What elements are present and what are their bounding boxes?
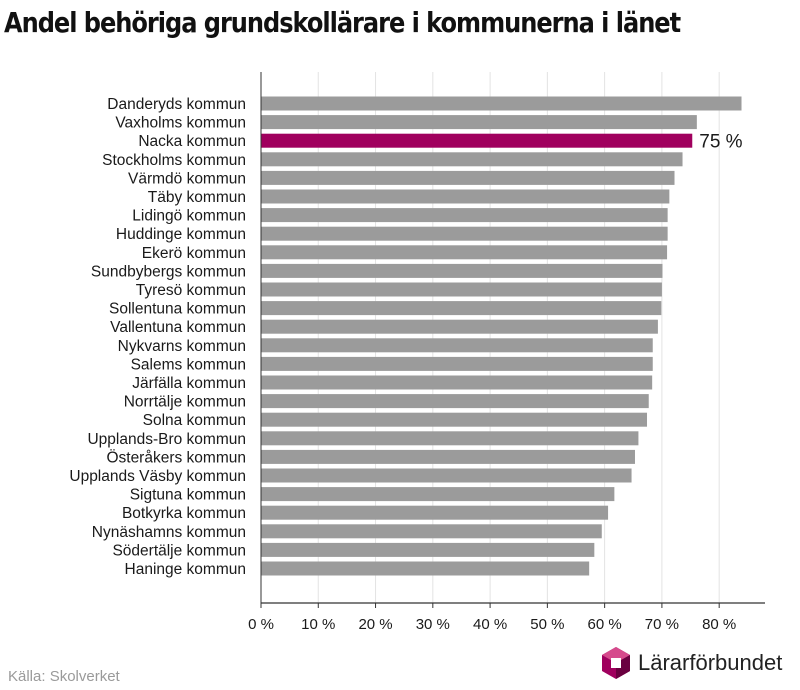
bar xyxy=(261,282,662,297)
category-label: Österåkers kommun xyxy=(106,448,246,466)
category-label: Lidingö kommun xyxy=(132,208,246,225)
bar xyxy=(261,96,742,111)
bar xyxy=(261,338,653,353)
category-label: Nykvarns kommun xyxy=(118,338,246,355)
source-note: Källa: Skolverket xyxy=(8,668,120,685)
bar xyxy=(261,189,670,204)
bar xyxy=(261,115,697,130)
bar xyxy=(261,319,658,334)
bar xyxy=(261,542,595,557)
category-label: Upplands Väsby kommun xyxy=(69,468,246,485)
category-label: Vaxholms kommun xyxy=(115,115,246,132)
category-label: Danderyds kommun xyxy=(107,96,246,113)
category-label: Sollentuna kommun xyxy=(109,301,246,318)
bar xyxy=(261,431,639,446)
bar xyxy=(261,356,653,371)
x-tick-label: 60 % xyxy=(588,616,622,633)
category-label: Södertälje kommun xyxy=(112,542,246,559)
bar xyxy=(261,394,649,409)
x-tick-label: 10 % xyxy=(301,616,335,633)
category-label: Tyresö kommun xyxy=(136,282,246,299)
category-label: Botkyrka kommun xyxy=(122,505,246,522)
category-label: Norrtälje kommun xyxy=(124,394,246,411)
x-tick-label: 40 % xyxy=(473,616,507,633)
bar xyxy=(261,263,663,278)
bar xyxy=(261,375,653,390)
category-label: Sundbybergs kommun xyxy=(91,263,246,280)
category-label: Salems kommun xyxy=(131,356,246,373)
x-tick-label: 70 % xyxy=(645,616,679,633)
category-label: Nacka kommun xyxy=(138,133,246,150)
bar xyxy=(261,152,683,167)
category-label: Täby kommun xyxy=(148,189,246,206)
bar xyxy=(261,561,590,576)
bar xyxy=(261,170,675,185)
category-label: Nynäshamns kommun xyxy=(92,524,246,541)
bar xyxy=(261,412,648,427)
category-label: Haninge kommun xyxy=(125,561,246,578)
bar xyxy=(261,449,635,464)
grid-layer xyxy=(317,72,720,603)
bar-highlighted xyxy=(261,133,693,148)
data-label: 75 % xyxy=(699,132,742,153)
category-label: Värmdö kommun xyxy=(128,170,246,187)
category-label: Solna kommun xyxy=(143,412,246,429)
category-label: Stockholms kommun xyxy=(102,152,246,169)
bar-layer xyxy=(261,96,742,576)
bar xyxy=(261,245,668,260)
category-label: Vallentuna kommun xyxy=(110,319,246,336)
x-tick-label: 0 % xyxy=(248,616,274,633)
category-label: Upplands-Bro kommun xyxy=(87,431,246,448)
x-axis: 0 % 10 % 20 % 30 % 40 % 50 % 60 % 70 % 80 % xyxy=(248,72,765,633)
lararforbundet-hexagon-icon xyxy=(602,647,630,679)
brand-name: Lärarförbundet xyxy=(638,650,783,675)
category-label: Sigtuna kommun xyxy=(130,487,246,504)
bar xyxy=(261,226,668,241)
brand-logo: Lärarförbundet xyxy=(600,646,782,680)
bar xyxy=(261,468,632,483)
chart-title: Andel behöriga grundskollärare i kommune… xyxy=(4,6,681,39)
bar xyxy=(261,505,609,520)
category-label: Huddinge kommun xyxy=(116,226,246,243)
x-tick-label: 80 % xyxy=(702,616,736,633)
category-label: Järfälla kommun xyxy=(132,375,246,392)
x-tick-label: 20 % xyxy=(358,616,392,633)
bar xyxy=(261,208,668,223)
bar xyxy=(261,301,662,316)
x-tick-label: 50 % xyxy=(530,616,564,633)
bar xyxy=(261,487,615,502)
category-label: Ekerö kommun xyxy=(142,245,246,262)
x-tick-label: 30 % xyxy=(416,616,450,633)
bar xyxy=(261,524,602,539)
